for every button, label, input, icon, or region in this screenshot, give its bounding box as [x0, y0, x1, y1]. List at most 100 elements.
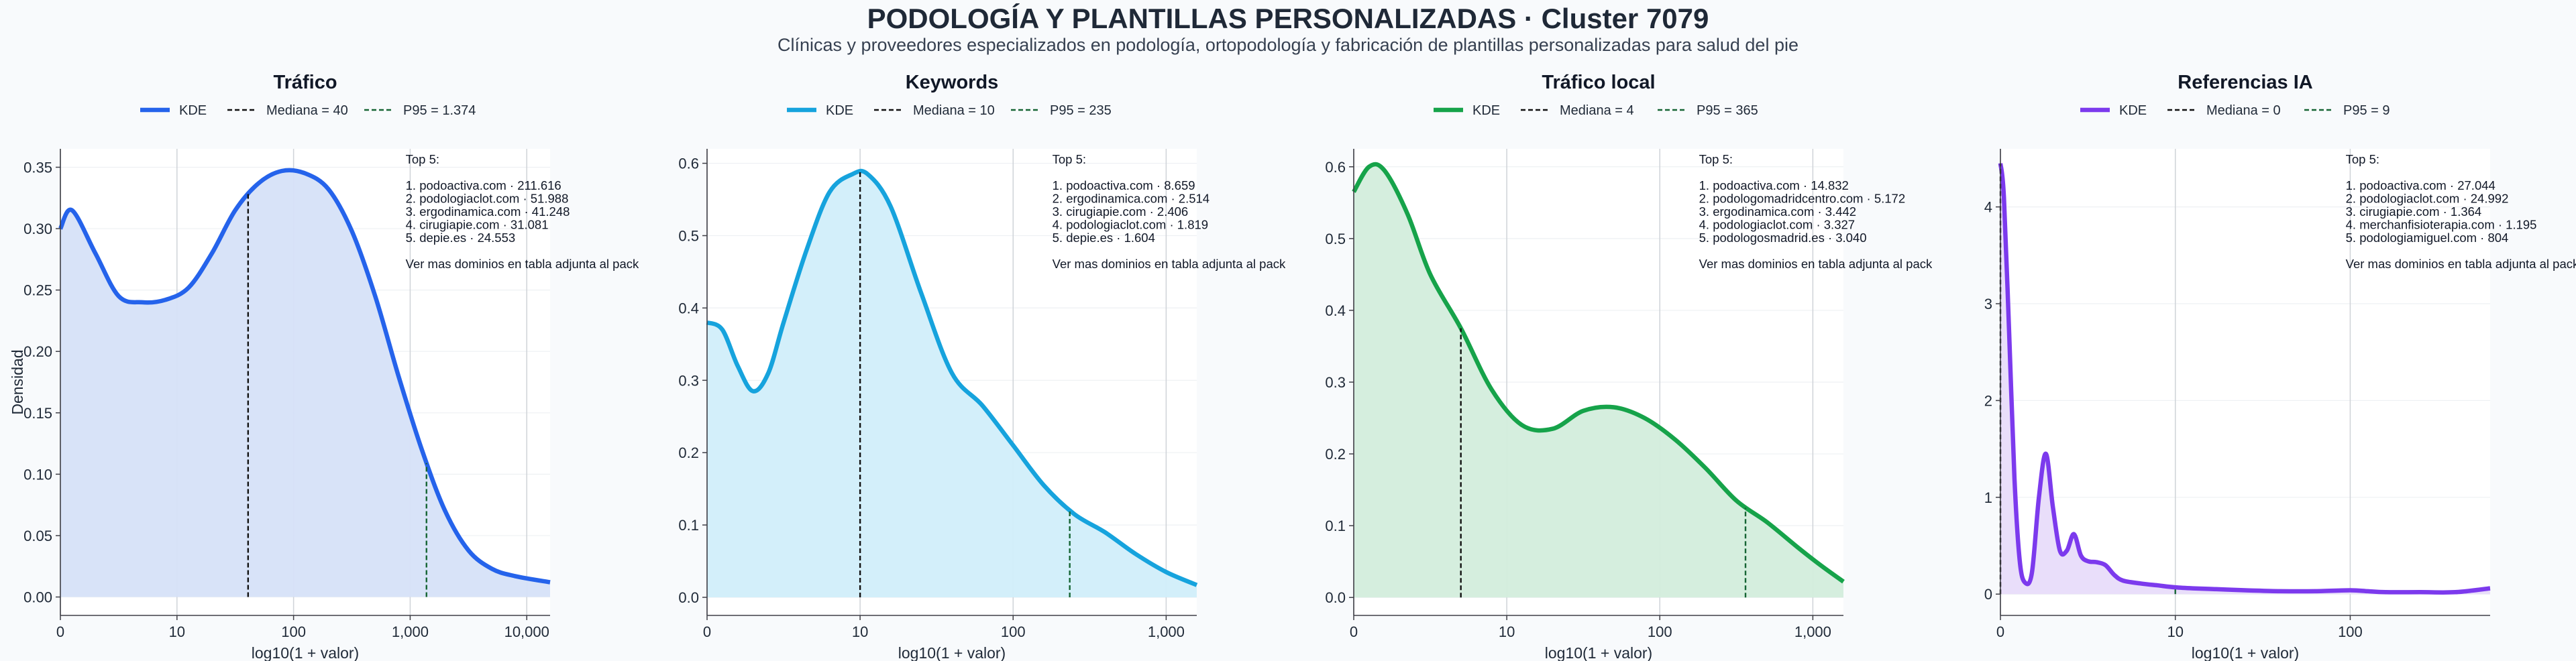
legend-label-kde: KDE: [1472, 103, 1500, 118]
x-tick-label: 10,000: [504, 623, 549, 640]
annotation-line: Top 5:: [1053, 152, 1086, 166]
legend-label-kde: KDE: [826, 103, 853, 118]
x-tick-label: 100: [1648, 623, 1672, 640]
chart-title: Tráfico: [273, 72, 337, 93]
x-tick-label: 0: [56, 623, 64, 640]
y-tick-label: 1: [1984, 489, 1992, 506]
annotation-line: Top 5:: [2346, 152, 2379, 166]
x-tick-label: 100: [281, 623, 306, 640]
y-tick-label: 0.4: [1325, 302, 1346, 319]
annotation-line: 2. podologiaclot.com · 51.988: [406, 192, 569, 206]
y-tick-label: 0.1: [678, 517, 699, 534]
y-tick-label: 0.00: [23, 589, 52, 606]
chart-panel-4: 0 1 2 3 4 0 10 100 log10(1 + valor) Referencias I…: [1984, 72, 2576, 661]
annotation-line: 5. depie.es · 24.553: [406, 231, 516, 245]
x-tick-label: 0: [1996, 623, 2004, 640]
y-axis-label: Densidad: [9, 349, 26, 414]
y-tick-label: 0: [1984, 586, 1992, 603]
x-tick-label: 10: [2167, 623, 2183, 640]
x-axis-label: log10(1 + valor): [898, 644, 1006, 661]
y-tick-label: 0.05: [23, 528, 52, 544]
x-tick-label: 0: [703, 623, 711, 640]
annotation-line: Top 5:: [406, 152, 439, 166]
kde-curve: [1352, 162, 1845, 584]
y-tick-label: 0.0: [678, 589, 699, 606]
y-tick-label: 0.5: [1325, 231, 1346, 247]
annotation-line: 3. cirugiapie.com · 1.364: [2346, 204, 2482, 219]
x-axis-label: log10(1 + valor): [2192, 644, 2299, 661]
annotation-line: 5. depie.es · 1.604: [1053, 231, 1155, 245]
legend: KDE Mediana = 40 P95 = 1.374: [140, 103, 476, 118]
chart-panel-3: 0.0 0.1 0.2 0.3 0.4 0.5 0.6 0 10 100 1,000 log10(1 …: [1325, 72, 1933, 661]
annotation-line: 2. podologiaclot.com · 24.992: [2346, 192, 2509, 206]
x-axis-label: log10(1 + valor): [252, 644, 359, 661]
y-tick-label: 0.10: [23, 466, 52, 483]
annotation-line: Ver mas dominios en tabla adjunta al pac…: [406, 257, 639, 271]
annotation-line: 1. podoactiva.com · 211.616: [406, 178, 561, 192]
y-tick-label: 0.30: [23, 221, 52, 237]
y-tick-label: 0.1: [1325, 518, 1346, 534]
annotation-line: 4. podologiaclot.com · 3.327: [1699, 218, 1855, 232]
kde-area: [707, 170, 1197, 597]
x-tick-label: 100: [2338, 623, 2363, 640]
y-tick-label: 4: [1984, 199, 1992, 216]
x-tick-label: 0: [1350, 623, 1358, 640]
x-tick-label: 10: [852, 623, 868, 640]
legend-label-p95: P95 = 9: [2343, 103, 2390, 118]
legend-label-median: Mediana = 0: [2206, 103, 2281, 118]
legend-label-kde: KDE: [2119, 103, 2147, 118]
chart-title: Tráfico local: [1542, 72, 1655, 93]
y-tick-label: 0.0: [1325, 589, 1346, 606]
kde-curve: [706, 168, 1198, 587]
legend-label-median: Mediana = 40: [266, 103, 348, 118]
legend-label-kde: KDE: [179, 103, 207, 118]
annotation-line: 4. podologiaclot.com · 1.819: [1053, 218, 1208, 232]
annotation-line: 5. podologiamiguel.com · 804: [2346, 231, 2509, 245]
y-tick-label: 0.4: [678, 300, 699, 316]
legend: KDE Mediana = 0 P95 = 9: [2080, 103, 2390, 118]
chart-title: Keywords: [906, 72, 999, 93]
annotation-line: Ver mas dominios en tabla adjunta al pac…: [1699, 257, 1933, 271]
kde-area: [1354, 164, 1843, 598]
x-tick-label: 1,000: [1148, 623, 1185, 640]
x-tick-label: 1,000: [1794, 623, 1831, 640]
y-tick-label: 0.2: [678, 444, 699, 461]
legend-label-median: Mediana = 10: [913, 103, 995, 118]
chart-panel-2: 0.0 0.1 0.2 0.3 0.4 0.5 0.6 0 10 100 1,000 log10(1 …: [678, 72, 1286, 661]
annotation-line: Top 5:: [1699, 152, 1733, 166]
x-axis-label: log10(1 + valor): [1545, 644, 1652, 661]
y-tick-label: 0.6: [678, 156, 699, 172]
annotation-line: 2. podologomadridcentro.com · 5.172: [1699, 192, 1906, 206]
kde-area: [2000, 163, 2490, 595]
y-tick-label: 2: [1984, 392, 1992, 409]
annotation-line: 1. podoactiva.com · 8.659: [1053, 178, 1195, 192]
annotation-line: 4. merchanfisioterapia.com · 1.195: [2346, 218, 2537, 232]
legend: KDE Mediana = 4 P95 = 365: [1434, 103, 1758, 118]
page-title: PODOLOGÍA Y PLANTILLAS PERSONALIZADAS · …: [867, 3, 1709, 34]
x-tick-label: 100: [1001, 623, 1026, 640]
annotation-line: 5. podologosmadrid.es · 3.040: [1699, 231, 1867, 245]
annotation-line: 4. cirugiapie.com · 31.081: [406, 218, 549, 232]
x-tick-label: 10: [169, 623, 185, 640]
page-subtitle: Clínicas y proveedores especializados en…: [777, 35, 1799, 55]
y-tick-label: 3: [1984, 296, 1992, 312]
legend-label-p95: P95 = 1.374: [403, 103, 476, 118]
legend-label-p95: P95 = 235: [1050, 103, 1112, 118]
legend: KDE Mediana = 10 P95 = 235: [787, 103, 1112, 118]
y-tick-label: 0.2: [1325, 446, 1346, 463]
kde-curve: [1998, 163, 2491, 595]
annotation-line: Ver mas dominios en tabla adjunta al pac…: [2346, 257, 2576, 271]
y-tick-label: 0.3: [678, 372, 699, 389]
legend-label-median: Mediana = 4: [1560, 103, 1634, 118]
y-tick-label: 0.20: [23, 343, 52, 360]
plot-area: [2000, 149, 2490, 615]
x-tick-label: 10: [1499, 623, 1515, 640]
kde-curve: [58, 168, 551, 585]
annotation-line: 1. podoactiva.com · 14.832: [1699, 178, 1849, 192]
annotation-line: 2. ergodinamica.com · 2.514: [1053, 192, 1210, 206]
kde-area: [60, 170, 550, 597]
